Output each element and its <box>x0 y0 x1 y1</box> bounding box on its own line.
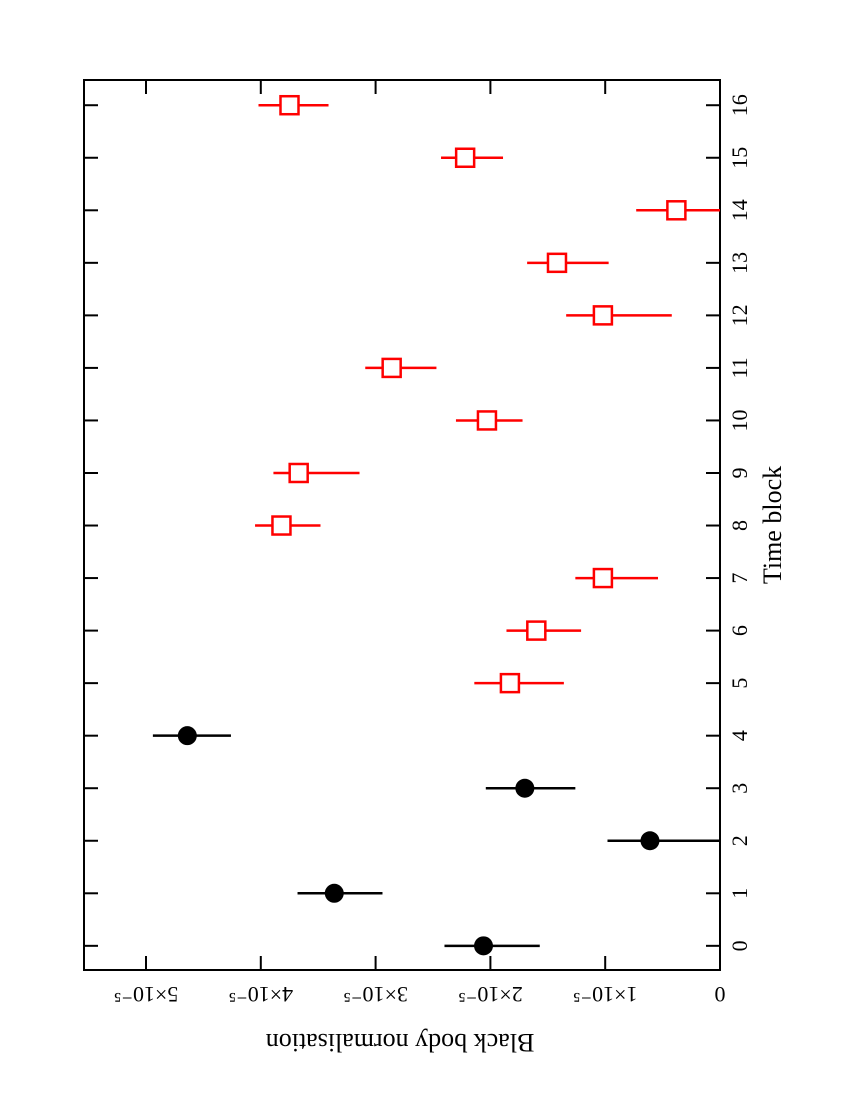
x-tick-label: 9 <box>727 467 752 478</box>
data-point <box>592 305 614 326</box>
data-point <box>324 883 344 903</box>
x-tick-label: 6 <box>727 625 752 636</box>
y-axis-label: Black body normalisation <box>266 1028 535 1057</box>
x-tick-label: 14 <box>727 199 752 221</box>
data-point <box>474 936 494 956</box>
data-point <box>271 515 292 536</box>
data-point <box>546 252 568 274</box>
data-point <box>499 672 521 694</box>
x-tick-label: 16 <box>727 94 752 116</box>
data-point <box>515 778 535 798</box>
data-point <box>177 726 197 746</box>
x-tick-label: 4 <box>727 730 752 741</box>
y-tick-label: 5×10⁻⁵ <box>114 982 179 1007</box>
data-point <box>666 200 687 221</box>
y-tick-label: 1×10⁻⁵ <box>573 982 638 1007</box>
data-point <box>288 462 309 484</box>
x-tick-label: 11 <box>727 357 752 378</box>
y-tick-label: 0 <box>715 982 726 1007</box>
data-point <box>526 620 547 641</box>
data-point <box>381 357 402 379</box>
data-point <box>454 147 476 169</box>
x-tick-label: 0 <box>727 940 752 951</box>
x-tick-label: 15 <box>727 147 752 169</box>
data-point <box>592 567 614 589</box>
data-point <box>640 831 660 851</box>
plot-frame <box>83 79 721 971</box>
data-point <box>279 94 300 116</box>
x-tick-label: 8 <box>727 520 752 531</box>
x-axis-label: Time block <box>758 466 787 584</box>
x-tick-label: 1 <box>727 888 752 899</box>
x-tick-label: 10 <box>727 409 752 431</box>
y-tick-label: 4×10⁻⁵ <box>228 982 293 1007</box>
x-tick-label: 7 <box>727 573 752 584</box>
x-tick-label: 3 <box>727 783 752 794</box>
data-point <box>476 410 498 431</box>
x-tick-label: 12 <box>727 304 752 326</box>
x-tick-label: 5 <box>727 678 752 689</box>
y-tick-label: 3×10⁻⁵ <box>343 982 408 1007</box>
x-tick-label: 2 <box>727 835 752 846</box>
y-tick-label: 2×10⁻⁵ <box>458 982 523 1007</box>
x-tick-label: 13 <box>727 252 752 274</box>
